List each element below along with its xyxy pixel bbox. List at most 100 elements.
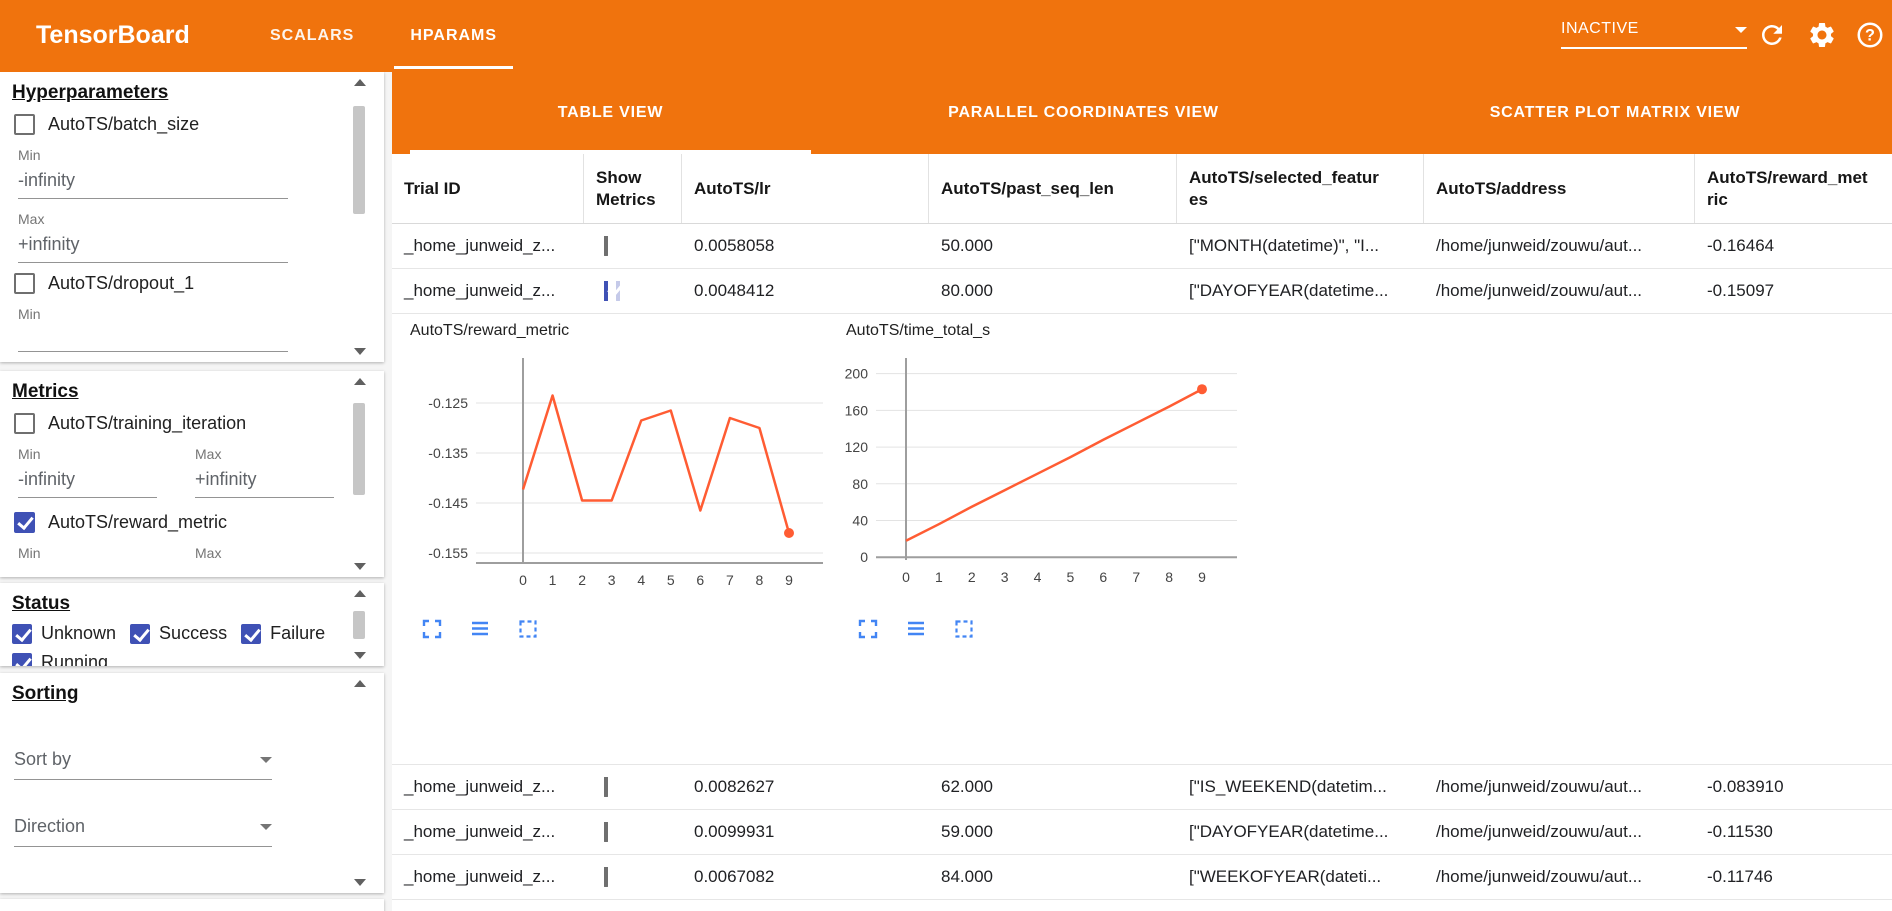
status-option-unknown: Unknown (12, 623, 116, 644)
run-status-dropdown[interactable]: INACTIVE (1561, 20, 1747, 49)
address-cell: /home/junweid/zouwu/aut... (1436, 281, 1643, 300)
table-row[interactable]: _home_junweid_z... 0.0099931 59.000 ["DA… (392, 810, 1892, 855)
settings-gear-icon[interactable] (1807, 20, 1837, 50)
table-row[interactable]: _home_junweid_z... 0.0058058 50.000 ["MO… (392, 224, 1892, 269)
max-input[interactable]: +infinity (18, 234, 288, 263)
panel-scrollbar[interactable] (351, 675, 368, 891)
reward-metric-line-chart[interactable]: -0.125 -0.135 -0.145 -0.155 0 1 2 3 4 5 6 7 8 9 (400, 348, 840, 613)
past-seq-len-cell: 50.000 (941, 236, 993, 255)
metric-checkbox[interactable] (14, 512, 35, 533)
svg-text:?: ? (1865, 27, 1875, 45)
table-row[interactable]: _home_junweid_z... 0.0082627 62.000 ["IS… (392, 765, 1892, 810)
chevron-down-icon (260, 823, 272, 830)
column-header-lr[interactable]: AutoTS/lr (682, 154, 929, 223)
panel-scrollbar[interactable] (351, 373, 368, 575)
selected-features-cell: ["DAYOFYEAR(datetime... (1189, 281, 1389, 300)
svg-text:3: 3 (608, 572, 616, 588)
minmax-row: Min -infinity Max +infinity (12, 434, 340, 498)
show-metrics-checkbox[interactable] (604, 281, 608, 301)
view-data-icon[interactable] (904, 617, 928, 641)
app-title: TensorBoard (36, 21, 190, 49)
max-input[interactable]: +infinity (195, 469, 334, 498)
chart-toolbar (836, 617, 1256, 641)
status-checkbox[interactable] (241, 623, 262, 644)
table-header-row: Trial ID Show Metrics AutoTS/lr AutoTS/p… (392, 154, 1892, 224)
hparam-checkbox[interactable] (14, 273, 35, 294)
scroll-down-icon[interactable] (354, 879, 366, 886)
lr-cell: 0.0099931 (694, 822, 775, 841)
expand-chart-icon[interactable] (856, 617, 880, 641)
top-app-bar: TensorBoard SCALARS HPARAMS INACTIVE ? (0, 0, 1892, 72)
nav-tab-hparams[interactable]: HPARAMS (382, 0, 525, 72)
status-option-running: Running (12, 652, 108, 666)
column-header-selected-features[interactable]: AutoTS/selected_features (1177, 154, 1424, 223)
scroll-up-icon[interactable] (354, 590, 366, 597)
hparam-checkbox[interactable] (14, 114, 35, 135)
svg-text:7: 7 (1132, 569, 1140, 585)
svg-text:-0.145: -0.145 (428, 495, 468, 511)
refresh-icon[interactable] (1757, 20, 1787, 50)
status-checkbox[interactable] (12, 652, 32, 666)
svg-text:2: 2 (578, 572, 586, 588)
table-row[interactable]: _home_junweid_z... 0.0048412 80.000 ["DA… (392, 269, 1892, 314)
reward-metric-cell: -0.11746 (1707, 867, 1773, 886)
show-metrics-checkbox[interactable] (604, 822, 608, 842)
metric-label: AutoTS/reward_metric (48, 512, 228, 532)
scrollbar-thumb[interactable] (353, 611, 365, 639)
scroll-up-icon[interactable] (354, 79, 366, 86)
column-header-past-seq-len[interactable]: AutoTS/past_seq_len (929, 154, 1177, 223)
help-icon[interactable]: ? (1855, 20, 1885, 50)
show-metrics-cell (584, 822, 682, 842)
sidebar-panel-status: Status Unknown Success Failure Running (0, 583, 384, 666)
reward-metric-cell: -0.16464 (1707, 236, 1775, 255)
column-header-reward-metric[interactable]: AutoTS/reward_metric (1707, 168, 1868, 209)
zoom-select-icon[interactable] (516, 617, 540, 641)
svg-text:0: 0 (519, 572, 527, 588)
scroll-down-icon[interactable] (354, 348, 366, 355)
scrollbar-thumb[interactable] (353, 403, 365, 495)
scroll-down-icon[interactable] (354, 652, 366, 659)
show-metrics-cell (584, 236, 682, 256)
expand-chart-icon[interactable] (420, 617, 444, 641)
scroll-up-icon[interactable] (354, 680, 366, 687)
sort-by-select[interactable]: Sort by (14, 749, 272, 780)
scroll-down-icon[interactable] (354, 563, 366, 570)
status-checkbox[interactable] (130, 623, 151, 644)
tab-table-view[interactable]: TABLE VIEW (392, 72, 829, 154)
metric-checkbox[interactable] (14, 413, 35, 434)
scrollbar-thumb[interactable] (353, 106, 365, 214)
panel-scrollbar[interactable] (351, 74, 368, 360)
max-field: Max (195, 545, 334, 577)
show-metrics-checkbox[interactable] (604, 867, 608, 887)
table-row[interactable]: _home_junweid_z... 0.0067082 84.000 ["WE… (392, 855, 1892, 900)
trial-id-cell: _home_junweid_z... (404, 867, 556, 886)
tab-scatter-plot-matrix-view[interactable]: SCATTER PLOT MATRIX VIEW (1489, 104, 1741, 121)
max-input[interactable] (195, 568, 334, 577)
svg-text:6: 6 (696, 572, 704, 588)
status-checkbox[interactable] (12, 623, 32, 644)
selected-features-cell: ["MONTH(datetime)", "I... (1189, 236, 1380, 255)
address-cell: /home/junweid/zouwu/aut... (1436, 822, 1643, 841)
time-total-line-chart[interactable]: 0 40 80 120 160 200 0 1 2 3 4 5 6 7 8 9 (836, 348, 1256, 613)
show-metrics-checkbox[interactable] (604, 236, 608, 256)
column-header-trial-id[interactable]: Trial ID (392, 154, 584, 223)
min-input[interactable]: -infinity (18, 170, 288, 199)
show-metrics-checkbox[interactable] (604, 777, 608, 797)
column-header-address[interactable]: AutoTS/address (1424, 154, 1695, 223)
panel-scrollbar[interactable] (351, 585, 368, 664)
nav-tab-scalars[interactable]: SCALARS (270, 27, 355, 44)
chevron-down-icon (1735, 27, 1747, 33)
tab-parallel-coordinates-view[interactable]: PARALLEL COORDINATES VIEW (948, 104, 1219, 121)
max-label: Max (195, 545, 222, 561)
min-input[interactable] (18, 568, 157, 577)
min-input[interactable] (18, 329, 288, 352)
direction-select[interactable]: Direction (14, 816, 272, 847)
scroll-up-icon[interactable] (354, 378, 366, 385)
min-field: Min -infinity (18, 446, 157, 498)
view-data-icon[interactable] (468, 617, 492, 641)
min-input[interactable]: -infinity (18, 469, 157, 498)
chart-title: AutoTS/time_total_s (846, 322, 991, 339)
column-header-show-metrics[interactable]: Show Metrics (584, 154, 682, 223)
zoom-select-icon[interactable] (952, 617, 976, 641)
